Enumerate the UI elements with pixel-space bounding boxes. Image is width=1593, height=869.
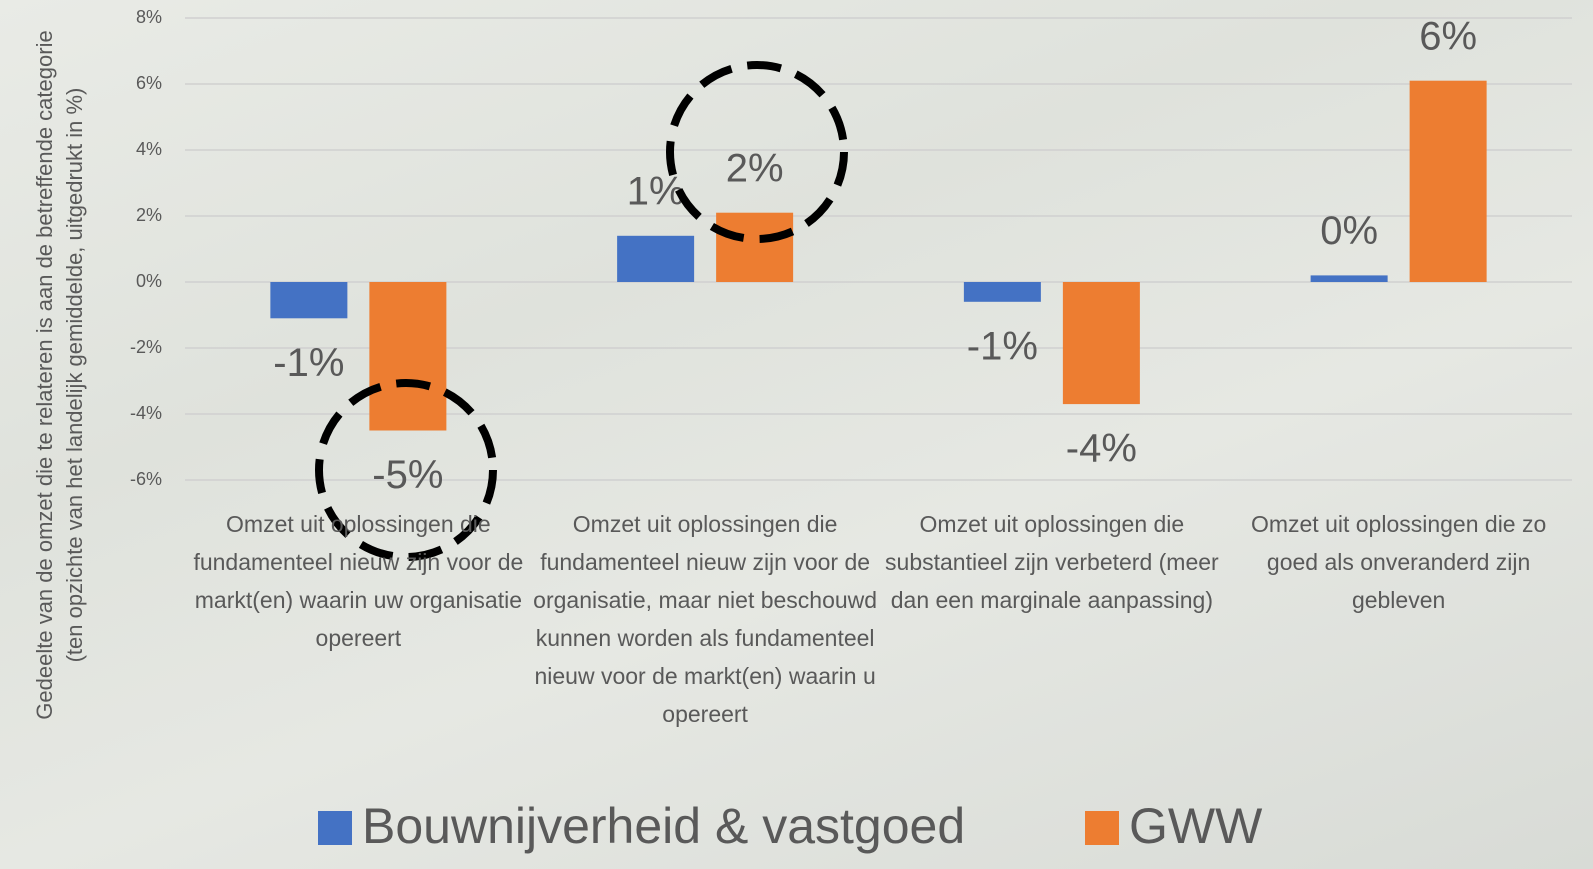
data-label: -1% xyxy=(967,324,1038,368)
x-tick-label: Omzet uit oplossingen die substantieel z… xyxy=(885,511,1219,613)
legend-label: GWW xyxy=(1129,798,1263,854)
legend-swatch xyxy=(318,811,352,845)
data-label: 6% xyxy=(1419,14,1477,58)
x-tick-label: Omzet uit oplossingen die fundamenteel n… xyxy=(533,511,878,727)
x-tick-label: Omzet uit oplossingen die fundamenteel n… xyxy=(193,511,524,651)
data-label: -4% xyxy=(1066,427,1137,471)
data-label: 2% xyxy=(726,146,784,190)
bar xyxy=(369,282,447,431)
y-tick-label: -2% xyxy=(130,337,162,357)
bar xyxy=(963,282,1041,302)
bar xyxy=(1062,282,1140,405)
bar xyxy=(1409,80,1487,282)
y-tick-label: 0% xyxy=(136,271,162,291)
data-label: 1% xyxy=(627,169,685,213)
legend-swatch xyxy=(1085,811,1119,845)
highlight-circle xyxy=(315,379,497,561)
bar xyxy=(716,212,794,282)
y-tick-label: -4% xyxy=(130,403,162,423)
y-tick-label: -6% xyxy=(130,469,162,489)
decoration xyxy=(315,61,848,561)
bar xyxy=(270,282,348,319)
highlight-circle xyxy=(666,61,848,243)
y-tick-label: 2% xyxy=(136,205,162,225)
bar xyxy=(1310,275,1388,282)
data-label: 0% xyxy=(1320,209,1378,253)
legend-label: Bouwnijverheid & vastgoed xyxy=(362,798,965,854)
data-label: -1% xyxy=(273,341,344,385)
y-tick-label: 6% xyxy=(136,73,162,93)
y-axis-label: Gedeelte van de omzet die te relateren i… xyxy=(32,30,87,720)
y-tick-label: 4% xyxy=(136,139,162,159)
bar xyxy=(617,235,695,282)
x-tick-label: Omzet uit oplossingen die zo goed als on… xyxy=(1250,511,1547,613)
y-tick-label: 8% xyxy=(136,7,162,27)
data-label: -5% xyxy=(372,453,443,497)
